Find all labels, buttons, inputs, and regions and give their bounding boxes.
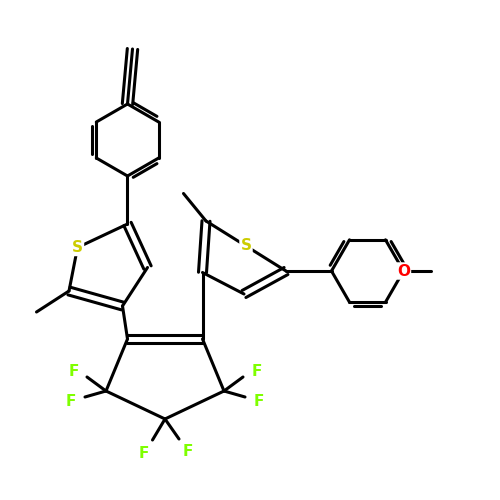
Text: F: F xyxy=(66,394,76,408)
Text: S: S xyxy=(240,238,252,254)
Text: F: F xyxy=(182,444,192,459)
Text: F: F xyxy=(252,364,262,380)
Text: F: F xyxy=(139,446,149,460)
Text: F: F xyxy=(254,394,264,408)
Text: F: F xyxy=(68,364,78,380)
Text: S: S xyxy=(72,240,83,255)
Text: O: O xyxy=(397,264,410,278)
